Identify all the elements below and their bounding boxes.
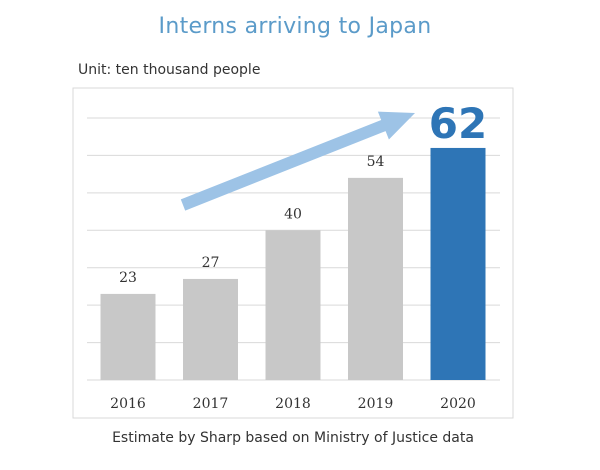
- unit-label: Unit: ten thousand people: [78, 62, 261, 78]
- value-label-2016: 23: [119, 270, 137, 286]
- value-label-2018: 40: [284, 206, 302, 222]
- x-tick-label-2017: 2017: [193, 396, 229, 412]
- plot-frame: [72, 87, 514, 419]
- chart-title: Interns arriving to Japan: [158, 14, 432, 39]
- bar-2017: [183, 278, 238, 380]
- bar-2020: [430, 147, 486, 380]
- bar-2019: [348, 177, 403, 380]
- x-tick-label-2019: 2019: [358, 396, 394, 412]
- trend-arrow-icon: [180, 111, 415, 211]
- value-label-2019: 54: [367, 154, 385, 170]
- value-labels: 23 27 40 54 62: [119, 99, 487, 286]
- x-tick-labels: 2016 2017 2018 2019 2020: [110, 396, 476, 412]
- value-label-2020: 62: [429, 99, 487, 148]
- bars: [100, 147, 486, 380]
- value-label-2017: 27: [202, 255, 220, 271]
- source-note: Estimate by Sharp based on Ministry of J…: [112, 430, 474, 446]
- x-tick-label-2016: 2016: [110, 396, 146, 412]
- x-tick-label-2018: 2018: [275, 396, 311, 412]
- x-tick-label-2020: 2020: [440, 396, 476, 412]
- bar-2018: [265, 230, 321, 380]
- bar-2016: [100, 293, 156, 380]
